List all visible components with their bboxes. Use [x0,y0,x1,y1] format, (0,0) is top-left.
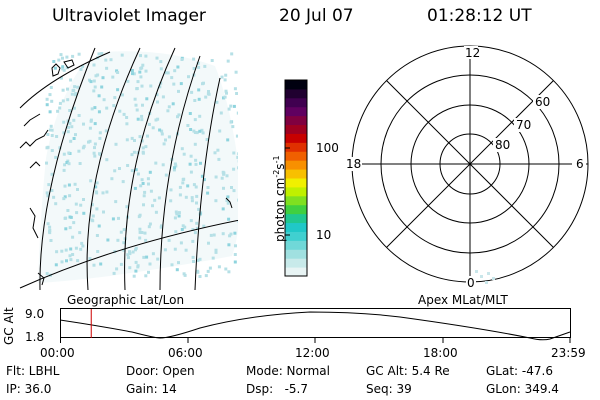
observation-date: 20 Jul 07 [279,6,354,26]
polar-plot: 12 18 6 0 60 70 80 [344,45,589,290]
polar-label-60: 60 [535,95,550,109]
altitude-ymin: 1.8 [25,330,45,344]
altitude-ymax: 9.0 [25,307,45,321]
glat-info: GLat: -47.6 [486,364,553,378]
colorbar-cell [285,186,307,197]
colorbar-cell [285,213,307,224]
colorbar-cell [285,106,307,117]
altitude-xtick-1: 06:00 [168,346,203,360]
colorbar-tick-10: 10 [316,228,332,242]
altitude-xtick-0: 00:00 [40,346,75,360]
colorbar-cell [285,169,307,179]
apex-projection-label: Apex MLat/MLT [418,293,508,307]
instrument-title: Ultraviolet Imager [52,6,206,26]
dsp-info: Dsp: -5.7 [246,382,309,396]
colorbar-cell [285,142,307,152]
colorbar-cell [285,88,307,99]
altitude-xtick-2: 12:00 [295,346,330,360]
colorbar [284,79,308,277]
ip-info: IP: 36.0 [6,382,52,396]
colorbar-cell [285,249,307,259]
altitude-xtick-4: 23:59 [551,346,586,360]
gc-alt-info: GC Alt: 5.4 Re [366,364,450,378]
colorbar-cell [285,267,307,277]
colorbar-cell [285,151,307,161]
door-info: Door: Open [126,364,195,378]
polar-label-70: 70 [516,118,531,132]
colorbar-tick-100: 100 [316,141,339,155]
colorbar-cell [285,97,307,108]
colorbar-cell [285,195,307,206]
polar-label-6: 6 [576,157,584,171]
mode-info: Mode: Normal [246,364,330,378]
geographic-projection-label: Geographic Lat/Lon [67,293,185,307]
glon-info: GLon: 349.4 [486,382,559,396]
polar-label-18: 18 [346,157,361,171]
altitude-plot [60,308,571,343]
altitude-xtick-3: 18:00 [423,346,458,360]
polar-label-0: 0 [467,276,475,290]
colorbar-cell [285,222,307,232]
colorbar-cell [285,124,307,134]
colorbar-cell [285,160,307,170]
filter-info: Flt: LBHL [6,364,60,378]
colorbar-cell [285,204,307,215]
colorbar-cell [285,231,307,241]
colorbar-cell [285,133,307,143]
colorbar-cell [285,178,307,188]
polar-label-12: 12 [465,46,480,60]
gain-info: Gain: 14 [126,382,177,396]
altitude-ylabel: GC Alt [2,307,16,345]
colorbar-cell [285,258,307,268]
observation-time: 01:28:12 UT [427,6,532,26]
colorbar-cell [285,80,307,90]
geographic-image [19,47,238,290]
polar-label-80: 80 [495,138,510,152]
colorbar-cell [285,240,307,250]
seq-info: Seq: 39 [366,382,412,396]
colorbar-unit-label: photon cm-2s-1 [272,155,287,242]
colorbar-cell [285,115,307,126]
